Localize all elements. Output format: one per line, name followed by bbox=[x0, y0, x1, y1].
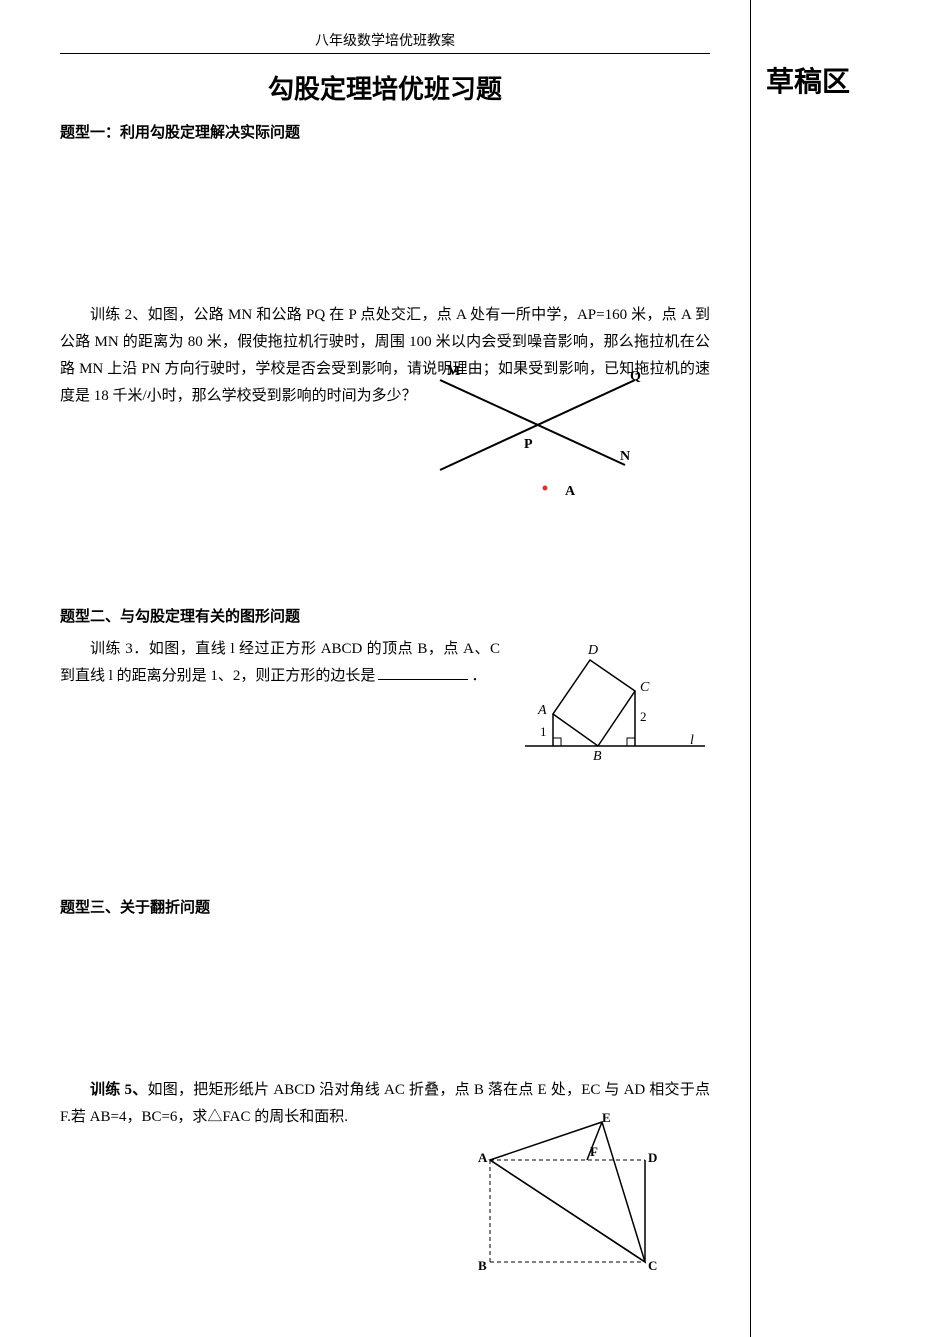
page-header: 八年级数学培优班教案 bbox=[60, 30, 710, 50]
label-P: P bbox=[524, 437, 533, 452]
label-A: A bbox=[565, 484, 576, 499]
label-C3: C bbox=[648, 1258, 657, 1272]
diagram-fold: A B C D E F bbox=[475, 1112, 670, 1272]
label-d2: 2 bbox=[640, 709, 647, 724]
label-N: N bbox=[620, 449, 630, 464]
label-A2: A bbox=[537, 703, 547, 718]
label-A3: A bbox=[478, 1150, 488, 1165]
blank-line bbox=[378, 679, 468, 680]
page-container: 八年级数学培优班教案 勾股定理培优班习题 题型一：利用勾股定理解决实际问题 训练… bbox=[0, 0, 945, 1337]
spacer bbox=[60, 927, 710, 1077]
problem5-container: 训练 5、如图，把矩形纸片 ABCD 沿对角线 AC 折叠，点 B 落在点 E … bbox=[60, 1077, 710, 1131]
diagram-roads: M Q P N A bbox=[430, 360, 660, 530]
problem3-container: 训练 3．如图，直线 l 经过正方形 ABCD 的顶点 B，点 A、C 到直线 … bbox=[60, 636, 710, 766]
diagram-square: A B C D l 1 2 bbox=[520, 636, 710, 766]
label-B2: B bbox=[593, 749, 602, 764]
label-Q: Q bbox=[630, 369, 641, 384]
label-E3: E bbox=[602, 1112, 611, 1125]
problem2-container: 训练 2、如图，公路 MN 和公路 PQ 在 P 点处交汇，点 A 处有一所中学… bbox=[60, 302, 710, 410]
section1-title: 题型一：利用勾股定理解决实际问题 bbox=[60, 121, 710, 142]
scratch-sidebar: 草稿区 bbox=[750, 0, 945, 1337]
spacer bbox=[60, 766, 710, 866]
label-d1: 1 bbox=[540, 724, 547, 739]
label-D3: D bbox=[648, 1150, 657, 1165]
label-M: M bbox=[447, 364, 460, 379]
problem3-suffix: ． bbox=[471, 668, 486, 684]
label-F3: F bbox=[590, 1144, 598, 1159]
dot-A bbox=[543, 486, 548, 491]
label-D2: D bbox=[587, 643, 598, 658]
header-divider bbox=[60, 53, 710, 54]
problem3-text: 训练 3．如图，直线 l 经过正方形 ABCD 的顶点 B，点 A、C 到直线 … bbox=[60, 636, 520, 690]
label-C2: C bbox=[640, 680, 650, 695]
spacer bbox=[60, 866, 710, 896]
section2-title: 题型二、与勾股定理有关的图形问题 bbox=[60, 605, 710, 626]
label-B3: B bbox=[478, 1258, 487, 1272]
sidebar-title: 草稿区 bbox=[761, 60, 935, 100]
problem5-prefix: 训练 5、 bbox=[90, 1082, 147, 1098]
label-l: l bbox=[690, 733, 694, 748]
main-content-area: 八年级数学培优班教案 勾股定理培优班习题 题型一：利用勾股定理解决实际问题 训练… bbox=[0, 0, 750, 1337]
spacer bbox=[60, 560, 710, 605]
section3-title: 题型三、关于翻折问题 bbox=[60, 896, 710, 917]
main-title: 勾股定理培优班习题 bbox=[60, 69, 710, 106]
problem3-prefix: 训练 3．如图，直线 l 经过正方形 ABCD 的顶点 B，点 A、C 到直线 … bbox=[60, 641, 500, 684]
spacer bbox=[60, 152, 710, 302]
